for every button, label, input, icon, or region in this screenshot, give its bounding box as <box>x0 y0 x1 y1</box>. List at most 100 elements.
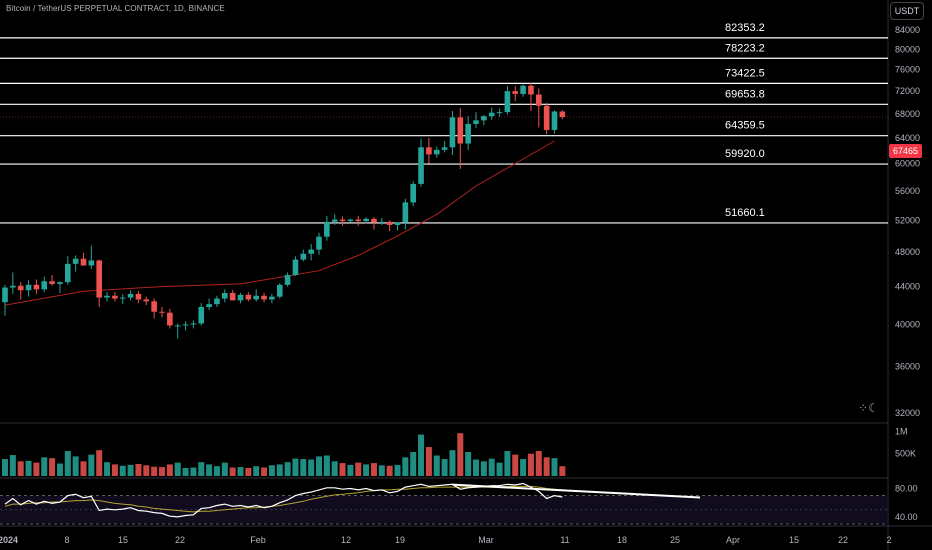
candle-body <box>104 295 110 298</box>
volume-bar <box>111 464 118 476</box>
volume-bar <box>72 456 79 476</box>
candle-body <box>308 249 314 254</box>
candle-body <box>190 323 197 325</box>
volume-bar <box>292 458 299 476</box>
candle-body <box>394 222 401 225</box>
volume-bar <box>104 462 111 476</box>
horizontal-level-label: 69653.8 <box>725 88 765 100</box>
candle-body <box>339 219 346 222</box>
candle-body <box>418 147 424 184</box>
volume-bar <box>449 450 456 476</box>
volume-bar <box>394 464 401 476</box>
y-tick-label: 72000 <box>895 86 920 96</box>
candle-body <box>174 325 181 327</box>
volume-bar <box>261 467 268 476</box>
y-tick-label: 36000 <box>895 361 920 371</box>
volume-bar <box>339 463 346 476</box>
x-tick-label: 15 <box>118 535 128 545</box>
currency-button[interactable]: USDT <box>890 2 924 20</box>
volume-bar <box>512 454 519 476</box>
volume-bar <box>2 459 8 476</box>
volume-bar <box>347 464 354 476</box>
y-tick-label: 76000 <box>895 65 920 75</box>
candle-body <box>127 293 134 298</box>
candle-body <box>2 287 8 303</box>
y-tick-label: 52000 <box>895 215 920 225</box>
last-price-badge: 67465 <box>889 144 922 158</box>
rsi-band-fill <box>0 495 888 524</box>
candle-body <box>300 253 307 260</box>
volume-bar <box>166 464 173 476</box>
volume-bar <box>182 467 189 476</box>
volume-bar <box>206 464 213 476</box>
candle-body <box>520 85 526 94</box>
candle-body <box>410 183 416 203</box>
candle-body <box>237 294 244 301</box>
candle-body <box>119 297 126 299</box>
volume-bar <box>119 465 126 476</box>
candle-body <box>363 218 369 222</box>
candle-body <box>269 296 275 300</box>
candle-body <box>57 282 63 284</box>
x-tick-label: 18 <box>617 535 627 545</box>
candle-body <box>441 147 448 150</box>
candle-body <box>25 284 32 291</box>
volume-bar <box>253 466 260 476</box>
y-tick-label: 68000 <box>895 109 920 119</box>
symbol-title: Bitcoin / TetherUS PERPETUAL CONTRACT, 1… <box>6 4 225 13</box>
y-tick-label: 40000 <box>895 319 920 329</box>
candle-body <box>559 111 566 117</box>
y-tick-label: 32000 <box>895 408 920 418</box>
candle-body <box>65 263 71 283</box>
candle-body <box>96 260 102 298</box>
candle-body <box>402 202 409 223</box>
candle-body <box>112 295 118 299</box>
volume-bar <box>237 467 244 476</box>
candle-body <box>496 112 503 114</box>
volume-bar <box>127 464 134 476</box>
volume-bar <box>229 467 236 476</box>
volume-bar <box>64 451 71 476</box>
tradingview-logo-icon: ⁘☾ <box>858 401 879 415</box>
x-tick-label: 19 <box>395 535 405 545</box>
volume-bar <box>543 457 550 476</box>
candle-body <box>426 147 432 155</box>
volume-bar <box>135 463 142 476</box>
volume-bar <box>25 460 32 476</box>
x-tick-label: 22 <box>175 535 185 545</box>
volume-bar <box>276 464 283 476</box>
volume-bar <box>151 466 158 476</box>
candle-body <box>245 294 252 300</box>
candle-body <box>214 298 220 305</box>
volume-bar <box>49 458 56 476</box>
x-tick-label: 11 <box>560 535 569 545</box>
candle-body <box>261 295 267 300</box>
candle-body <box>41 281 48 290</box>
candle-body <box>457 117 464 144</box>
rsi-tick-label: 40.00 <box>895 512 918 522</box>
volume-bar <box>284 462 291 476</box>
volume-bar <box>527 453 534 476</box>
horizontal-level-label: 73422.5 <box>725 67 765 79</box>
volume-bar <box>551 458 558 476</box>
volume-bar <box>402 457 409 476</box>
y-tick-label: 48000 <box>895 247 920 257</box>
candle-body <box>143 299 150 302</box>
volume-bar <box>33 462 40 476</box>
x-tick-label: 2024 <box>0 535 18 545</box>
rsi-tick-label: 80.00 <box>895 484 918 494</box>
volume-tick-label: 500K <box>895 449 916 459</box>
y-tick-label: 44000 <box>895 282 920 292</box>
volume-bar <box>174 462 181 476</box>
candle-body <box>222 292 228 299</box>
volume-bar <box>418 434 425 476</box>
candle-body <box>88 260 95 266</box>
candle-body <box>449 117 456 148</box>
y-tick-label: 64000 <box>895 133 920 143</box>
x-tick-label: 2 <box>886 535 891 545</box>
volume-bar <box>198 462 205 476</box>
x-tick-label: Apr <box>726 535 740 545</box>
candle-body <box>473 120 479 124</box>
candle-body <box>355 219 362 222</box>
